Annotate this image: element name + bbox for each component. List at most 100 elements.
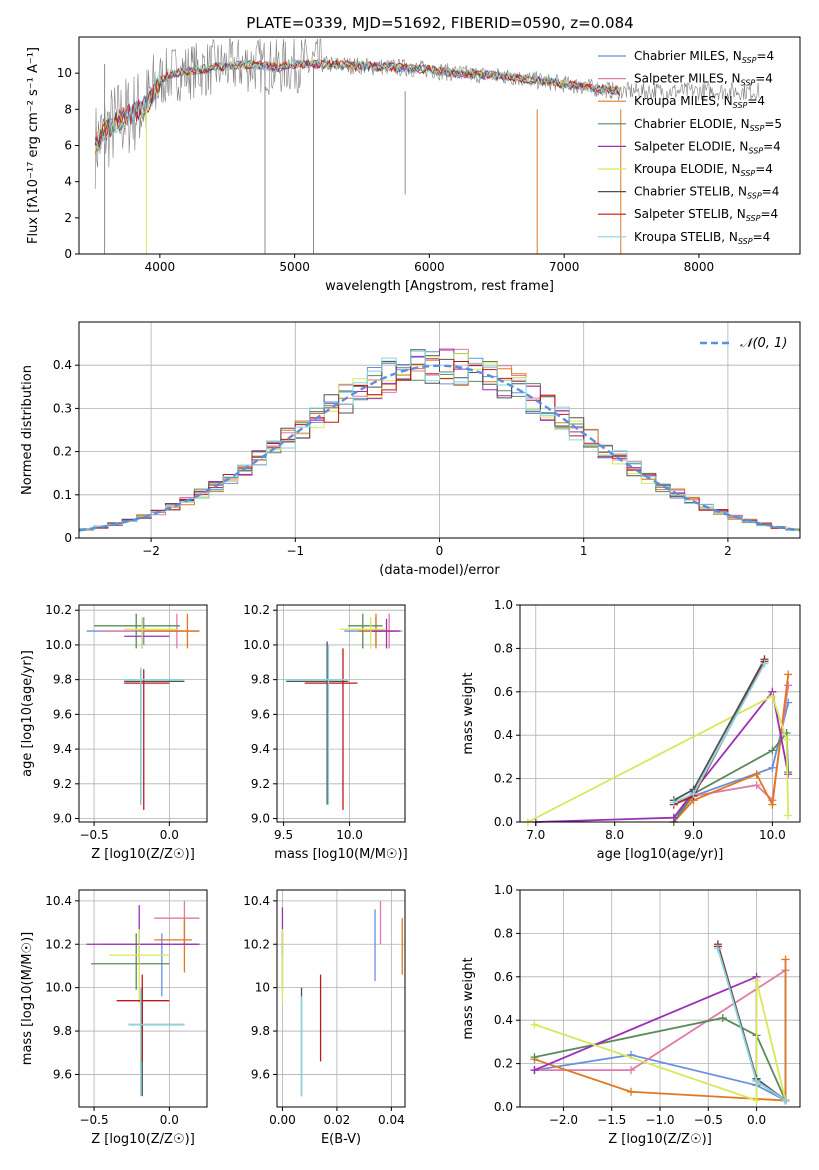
- y-tick-label: 0.2: [494, 1057, 513, 1071]
- weight-line: [527, 694, 790, 823]
- x-axis-label: age [log10(age/yr)]: [597, 847, 724, 862]
- y-tick-label: 10.0: [45, 638, 72, 652]
- weight-line: [534, 959, 787, 1102]
- x-tick-label: 4000: [145, 260, 176, 274]
- weight-marker: [669, 813, 678, 822]
- x-tick-label: 5000: [279, 260, 310, 274]
- y-axis-label: Normed distribution: [20, 365, 35, 495]
- axes-frame: [78, 321, 801, 539]
- y-tick-label: 9.8: [251, 673, 270, 687]
- x-tick-label: 0.0: [747, 1113, 766, 1127]
- y-tick-label: 9.8: [53, 1024, 72, 1038]
- weight-marker: [784, 811, 793, 820]
- y-tick-label: 9.6: [53, 707, 72, 721]
- y-tick-label: 0: [64, 247, 72, 261]
- weight-marker: [752, 977, 761, 986]
- y-tick-label: 10.0: [45, 981, 72, 995]
- y-axis-label: mass weight: [461, 957, 476, 1039]
- y-tick-label: 9.8: [53, 673, 72, 687]
- y-tick-label: 0.8: [494, 926, 513, 940]
- x-axis-label: Z [log10(Z/Z☉)]: [91, 1132, 195, 1147]
- normal-curve: [78, 364, 801, 532]
- x-axis-label: Z [log10(Z/Z☉)]: [91, 847, 195, 862]
- y-tick-label: 9.6: [251, 1067, 270, 1081]
- y-axis-label: mass [log10(M/M☉)]: [20, 932, 35, 1065]
- x-tick-label: 0: [436, 544, 444, 558]
- mass-weight-vs-age-marks: [523, 655, 793, 826]
- mass-weight-vs-age-panel: 7.0 8.0 9.0 10.0 0.0 0.2 0.4 0.6 0.8 1.0 age [log1…: [461, 598, 801, 862]
- y-tick-label: 0.2: [494, 772, 513, 786]
- mass-vs-ebv-marks: [281, 900, 403, 1097]
- x-tick-label: −1.0: [645, 1113, 674, 1127]
- y-tick-label: 2: [64, 211, 72, 225]
- y-tick-label: 0.4: [494, 1013, 513, 1027]
- legend-label: Chabrier MILES, NSSP=4: [634, 49, 774, 65]
- x-axis-label: mass [log10(M/M☉)]: [274, 847, 407, 862]
- weight-marker: [760, 659, 769, 668]
- mass-vs-ebv-panel: 0.00 0.02 0.04 9.6 9.8 10 10.2 10.4 E(B-V): [243, 889, 406, 1147]
- x-tick-label: 7000: [549, 260, 580, 274]
- x-tick-label: −1: [286, 544, 304, 558]
- legend-label: Kroupa ELODIE, NSSP=4: [634, 162, 773, 178]
- mass-weight-vs-Z-marks: [530, 940, 790, 1105]
- spectrum-title: PLATE=0339, MJD=51692, FIBERID=0590, z=0…: [246, 14, 633, 32]
- weight-marker: [627, 1087, 636, 1096]
- y-tick-label: 9.8: [251, 1024, 270, 1038]
- x-tick-label: −2.0: [549, 1113, 578, 1127]
- x-tick-label: −1.5: [597, 1113, 626, 1127]
- weight-marker: [718, 1014, 727, 1023]
- mass-weight-vs-Z-panel: −2.0 −1.5 −1.0 −0.5 0.0 0.0 0.2 0.4 0.6 0.8 1.0 Z […: [461, 883, 801, 1147]
- y-tick-label: 6: [64, 139, 72, 153]
- weight-line: [534, 1017, 787, 1101]
- legend-label: Kroupa MILES, NSSP=4: [634, 94, 765, 110]
- y-tick-label: 10.2: [45, 937, 72, 951]
- legend-label: Salpeter MILES, NSSP=4: [634, 72, 773, 88]
- y-tick-label: 9.6: [251, 707, 270, 721]
- y-tick-label: 9.2: [251, 777, 270, 791]
- age-vs-Z-panel: −0.5 0.0 9.0 9.2 9.4 9.6 9.8 10.0 10.2 Z [log10(Z…: [20, 603, 208, 862]
- mass-vs-Z-marks: [86, 900, 200, 1097]
- y-tick-label: 8: [64, 102, 72, 116]
- spectrum-panel: 4000 5000 6000 7000 8000 0 2 4 6 8 10 wavelength [A…: [26, 36, 801, 294]
- y-axis-label: age [log10(age/yr)]: [20, 650, 35, 777]
- y-tick-label: 0.1: [53, 488, 72, 502]
- axes-frame: [78, 604, 208, 823]
- axes-frame: [519, 889, 801, 1108]
- x-tick-label: 0.00: [269, 1113, 296, 1127]
- x-tick-label: 8000: [684, 260, 715, 274]
- weight-marker: [530, 1053, 539, 1062]
- x-axis-label: Z [log10(Z/Z☉)]: [608, 1132, 712, 1147]
- weight-line: [534, 1053, 786, 1102]
- y-axis-label: Flux [fλ10⁻¹⁷ erg cm⁻² s⁻¹ A⁻¹]: [26, 47, 41, 244]
- axes-frame: [78, 889, 208, 1108]
- weight-marker: [784, 681, 793, 690]
- x-tick-label: 9.0: [684, 828, 703, 842]
- weight-marker: [627, 1066, 636, 1075]
- histogram-series: [79, 349, 800, 531]
- weight-marker: [669, 798, 678, 807]
- y-tick-label: 1.0: [494, 883, 513, 897]
- y-tick-label: 9.2: [53, 777, 72, 791]
- age-vs-mass-panel: 9.5 10.0 9.0 9.2 9.4 9.6 9.8 10.0 10.2 mass [log1…: [243, 603, 407, 862]
- y-tick-label: 10.4: [243, 894, 270, 908]
- spectrum-marks: [94, 38, 760, 254]
- legend-label: 𝒩(0, 1): [740, 336, 787, 351]
- y-tick-label: 0.8: [494, 641, 513, 655]
- residual-hist-panel: −2 −1 0 1 2 0 0.1 0.2 0.3 0.4 (data-model)/error No…: [20, 321, 801, 578]
- x-tick-label: 0.04: [378, 1113, 405, 1127]
- x-tick-label: 1: [580, 544, 588, 558]
- weight-line: [535, 689, 790, 823]
- weight-marker: [768, 692, 777, 701]
- x-tick-label: 10.0: [336, 828, 363, 842]
- y-tick-label: 9.6: [53, 1067, 72, 1081]
- weight-line: [673, 730, 790, 823]
- weight-marker: [781, 1096, 790, 1105]
- y-tick-label: 10.0: [243, 638, 270, 652]
- mass-vs-Z-panel: −0.5 0.0 9.6 9.8 10.0 10.2 10.4 Z [log10(Z/Z☉)]…: [20, 889, 208, 1147]
- y-tick-label: 9.4: [53, 742, 72, 756]
- weight-marker: [768, 800, 777, 809]
- legend-label: Salpeter ELODIE, NSSP=4: [634, 139, 781, 155]
- y-tick-label: 10.2: [243, 937, 270, 951]
- y-tick-label: 1.0: [494, 598, 513, 612]
